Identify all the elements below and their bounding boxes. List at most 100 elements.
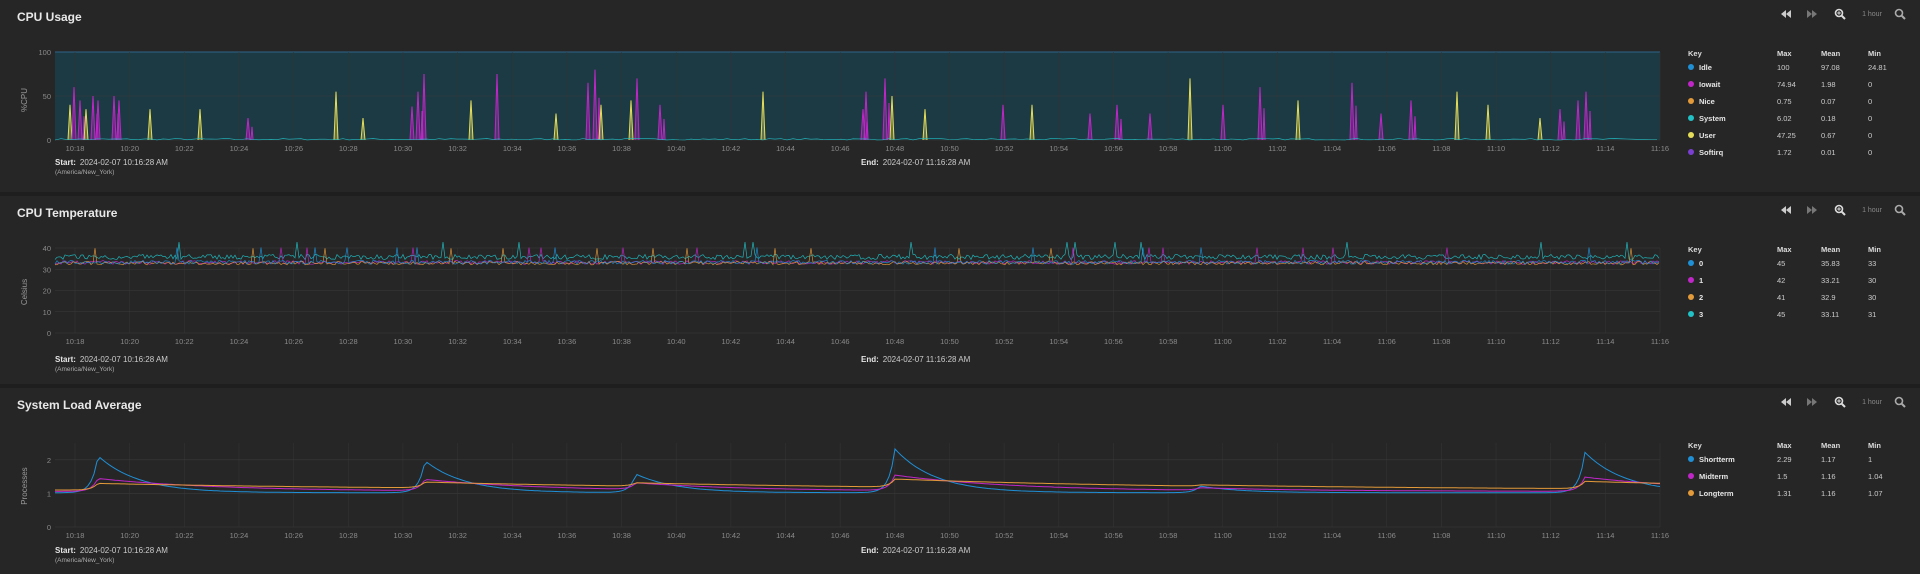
range-end: End: 2024-02-07 11:16:28 AM [861, 355, 970, 364]
x-tick-label: 10:46 [831, 144, 850, 153]
temperature-series-2 [54, 248, 1660, 266]
start-value: 2024-02-07 10:16:28 AM [79, 546, 168, 555]
legend-row[interactable]: Iowait 74.94 1.98 0 [1688, 80, 1898, 97]
y-axis-label: Celsius [20, 279, 29, 305]
legend-row[interactable]: Shortterm 2.29 1.17 1 [1688, 455, 1898, 472]
legend-row[interactable]: 0 45 35.83 33 [1688, 259, 1898, 276]
series-color-dot [1688, 149, 1694, 155]
series-color-dot [1688, 277, 1694, 283]
rewind-icon[interactable] [1780, 396, 1792, 412]
legend-max: 47.25 [1777, 131, 1796, 140]
user-spike [333, 91, 339, 141]
start-label: Start: [55, 158, 76, 167]
legend-row[interactable]: Softirq 1.72 0.01 0 [1688, 148, 1898, 165]
user-spike [1485, 104, 1491, 141]
legend-max: 45 [1777, 310, 1786, 319]
legend-row[interactable]: User 47.25 0.67 0 [1688, 131, 1898, 148]
zoom-out-icon[interactable] [1894, 396, 1906, 412]
zoom-in-icon[interactable] [1834, 8, 1846, 24]
user-spike [1537, 117, 1543, 141]
x-tick-label: 10:44 [776, 531, 795, 540]
fast-forward-icon[interactable] [1806, 8, 1818, 24]
zoom-in-icon[interactable] [1834, 204, 1846, 220]
rewind-icon[interactable] [1780, 204, 1792, 220]
x-tick-label: 11:16 [1651, 531, 1669, 540]
iowait-spike [1413, 116, 1417, 141]
x-tick-label: 10:40 [667, 337, 686, 346]
x-tick-label: 10:34 [503, 531, 522, 540]
legend-series-name: User [1699, 131, 1716, 140]
legend-row[interactable]: Nice 0.75 0.07 0 [1688, 97, 1898, 114]
x-tick-label: 10:24 [230, 531, 249, 540]
system-series [54, 138, 1658, 141]
legend-min: 0 [1868, 80, 1873, 89]
legend-row[interactable]: Longterm 1.31 1.16 1.07 [1688, 489, 1898, 506]
legend-table: Key Max Mean Min 0 45 35.83 33 1 42 33.21 30 2 41… [1688, 245, 1898, 327]
legend-min: 1.07 [1868, 489, 1883, 498]
legend-header-min: Min [1868, 245, 1881, 254]
legend-series-name: 3 [1699, 310, 1704, 319]
iowait-spike [1588, 110, 1592, 141]
legend-header-max: Max [1777, 245, 1792, 254]
rewind-icon[interactable] [1780, 8, 1792, 24]
legend-row[interactable]: Idle 100 97.08 24.81 [1688, 63, 1898, 80]
x-tick-label: 10:34 [503, 337, 522, 346]
time-range-label[interactable]: 1 hour [1862, 11, 1882, 18]
legend-header: Key Max Mean Min [1688, 49, 1898, 63]
series-color-dot [1688, 490, 1694, 496]
time-range-label[interactable]: 1 hour [1862, 207, 1882, 214]
time-range-label[interactable]: 1 hour [1862, 399, 1882, 406]
user-spike [197, 109, 203, 141]
y-axis-label: %CPU [20, 88, 29, 112]
temperature-series-3 [54, 247, 1660, 266]
fast-forward-icon[interactable] [1806, 396, 1818, 412]
legend-row[interactable]: System 6.02 0.18 0 [1688, 114, 1898, 131]
iowait-spike [1220, 104, 1226, 141]
x-tick-label: 10:58 [1159, 531, 1178, 540]
panel-title: CPU Temperature [17, 206, 118, 220]
iowait-spike [1147, 113, 1153, 141]
legend-row[interactable]: 1 42 33.21 30 [1688, 276, 1898, 293]
iowait-spike [585, 82, 591, 141]
legend-row[interactable]: 2 41 32.9 30 [1688, 293, 1898, 310]
x-tick-label: 10:30 [394, 144, 413, 153]
range-end: End: 2024-02-07 11:16:28 AM [861, 546, 970, 555]
cpu-usage-chart[interactable]: 10:18 10:20 10:22 10:24 10:26 10:28 10:30 10:32… [0, 0, 1920, 192]
legend-row[interactable]: 3 45 33.11 31 [1688, 310, 1898, 327]
legend-header-key: Key [1688, 245, 1702, 254]
x-tick-label: 10:56 [1104, 531, 1123, 540]
x-tick-label: 10:50 [940, 144, 959, 153]
x-tick-label: 11:14 [1596, 337, 1614, 346]
legend-row[interactable]: Midterm 1.5 1.16 1.04 [1688, 472, 1898, 489]
end-label: End: [861, 546, 879, 555]
iowait-spike [1575, 100, 1581, 141]
legend-series-name: Iowait [1699, 80, 1721, 89]
legend-series-name: 2 [1699, 293, 1704, 302]
cpu-temperature-chart[interactable]: 10:18 10:20 10:22 10:24 10:26 10:28 10:30 10:32… [0, 196, 1920, 384]
y-tick-label: 0 [47, 136, 51, 145]
series-color-dot [1688, 473, 1694, 479]
legend-header-mean: Mean [1821, 245, 1841, 254]
y-tick-label: 0 [47, 523, 51, 532]
legend-max: 6.02 [1777, 114, 1792, 123]
x-tick-label: 10:44 [776, 144, 795, 153]
legend-header-min: Min [1868, 49, 1881, 58]
system-load-average-chart[interactable]: 10:18 10:20 10:22 10:24 10:26 10:28 10:30 10:32… [0, 388, 1920, 574]
x-tick-label: 10:30 [394, 337, 413, 346]
iowait-spike [887, 103, 891, 141]
zoom-out-icon[interactable] [1894, 8, 1906, 24]
iowait-spike [863, 91, 869, 141]
fast-forward-icon[interactable] [1806, 204, 1818, 220]
x-tick-label: 11:04 [1323, 144, 1341, 153]
legend-mean: 1.98 [1821, 80, 1836, 89]
legend-header-min: Min [1868, 441, 1881, 450]
x-tick-label: 10:54 [1049, 144, 1068, 153]
user-spike [1187, 78, 1193, 141]
x-tick-label: 11:12 [1542, 337, 1560, 346]
x-tick-label: 10:28 [339, 531, 358, 540]
zoom-out-icon[interactable] [1894, 204, 1906, 220]
zoom-in-icon[interactable] [1834, 396, 1846, 412]
temperature-series-0 [54, 242, 1660, 261]
legend-min: 31 [1868, 310, 1877, 319]
y-tick-label: 20 [43, 287, 51, 296]
